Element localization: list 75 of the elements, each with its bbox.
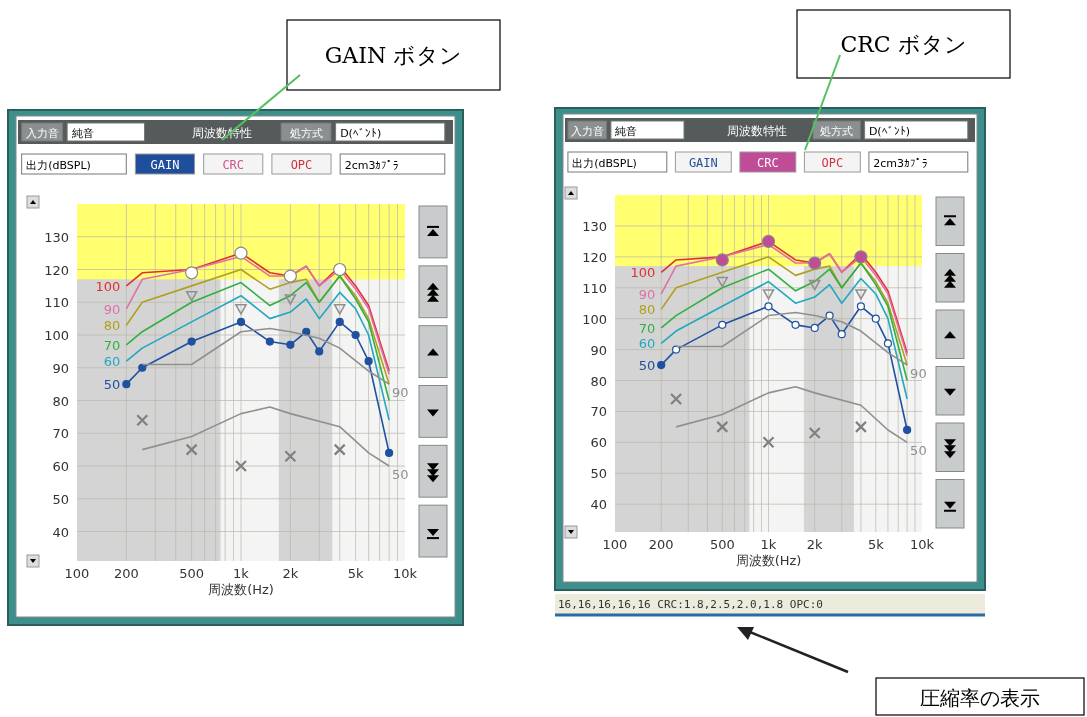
series-label: 70 — [638, 320, 656, 336]
text: D(ﾍﾞﾝﾄ) — [340, 127, 382, 140]
x-tick-label: 100 — [602, 537, 628, 552]
series-label: 60 — [638, 336, 656, 352]
text: GAIN — [150, 158, 180, 172]
text: 出力(dBSPL) — [26, 159, 91, 172]
text: 純音 — [615, 125, 638, 138]
y-tick-label: 60 — [590, 435, 607, 451]
x-tick-label: 5k — [867, 537, 885, 552]
text: 2cm3ｶﾌﾟﾗ — [873, 157, 928, 170]
x-tick-label: 2k — [282, 566, 299, 581]
text: GAIN ボタン — [324, 43, 463, 68]
y-tick-label: 100 — [582, 311, 607, 327]
y-tick-label: 110 — [582, 280, 607, 296]
x-tick-label: 1k — [760, 537, 777, 552]
y-tick-label: 130 — [44, 229, 69, 245]
y-tick-label: 50 — [590, 466, 607, 482]
y-tick-label: 40 — [590, 497, 607, 513]
x-tick-label: 500 — [179, 566, 205, 581]
text: CRC — [222, 158, 245, 172]
x-tick-label: 10k — [392, 566, 418, 581]
text: 処方式 — [289, 127, 323, 140]
text: 16,16,16,16,16 CRC:1.8,2.5,2.0,1.8 OPC:0 — [558, 598, 823, 611]
text: CRC ボタン — [840, 32, 967, 57]
text: 2cm3ｶﾌﾟﾗ — [344, 159, 400, 172]
y-tick-label: 120 — [582, 249, 607, 265]
series-label: 90 — [103, 301, 121, 317]
x-axis-title: 周波数(Hz) — [735, 553, 802, 568]
text: GAIN — [688, 156, 718, 170]
series-label: 50 — [103, 377, 121, 393]
y-tick-label: 60 — [52, 459, 69, 475]
x-tick-label: 10k — [909, 537, 935, 552]
y-tick-label: 40 — [52, 524, 69, 540]
series-label: 50 — [392, 467, 409, 483]
x-tick-label: 2k — [806, 537, 824, 552]
y-tick-label: 100 — [44, 328, 69, 344]
text: 入力音 — [570, 125, 604, 138]
y-tick-label: 70 — [52, 426, 69, 442]
y-tick-label: 90 — [590, 342, 607, 358]
y-tick-label: 50 — [52, 491, 69, 507]
text: D(ﾍﾞﾝﾄ) — [868, 125, 910, 138]
y-tick-label: 110 — [44, 295, 69, 311]
text: 出力(dBSPL) — [572, 157, 637, 170]
series-label: 80 — [638, 302, 656, 318]
x-tick-label: 500 — [709, 537, 735, 552]
series-label: 90 — [910, 366, 927, 382]
series-label: 100 — [95, 278, 121, 294]
x-tick-label: 1k — [233, 566, 250, 581]
series-label: 80 — [103, 318, 121, 334]
text: OPC — [290, 158, 313, 172]
text: 処方式 — [820, 125, 854, 138]
x-tick-label: 5k — [347, 566, 364, 581]
text: 入力音 — [25, 127, 59, 140]
y-tick-label: 120 — [44, 262, 69, 278]
text: CRC — [757, 156, 779, 170]
series-label: 60 — [103, 354, 121, 370]
x-tick-label: 100 — [64, 566, 90, 581]
text: 周波数特性 — [727, 124, 788, 138]
y-tick-label: 90 — [52, 360, 69, 376]
y-tick-label: 130 — [582, 218, 607, 234]
y-tick-label: 80 — [52, 393, 69, 409]
series-label: 50 — [638, 358, 656, 374]
y-tick-label: 80 — [590, 373, 607, 389]
y-tick-label: 70 — [590, 404, 607, 420]
x-tick-label: 200 — [113, 566, 139, 581]
text: 純音 — [71, 127, 94, 140]
text: OPC — [821, 156, 844, 170]
series-label: 90 — [392, 385, 409, 401]
series-label: 100 — [630, 265, 656, 281]
series-label: 70 — [103, 337, 121, 353]
series-label: 50 — [910, 443, 927, 459]
series-label: 90 — [638, 286, 656, 302]
x-tick-label: 200 — [648, 537, 674, 552]
x-axis-title: 周波数(Hz) — [208, 582, 274, 597]
text: 圧縮率の表示 — [920, 686, 1040, 710]
